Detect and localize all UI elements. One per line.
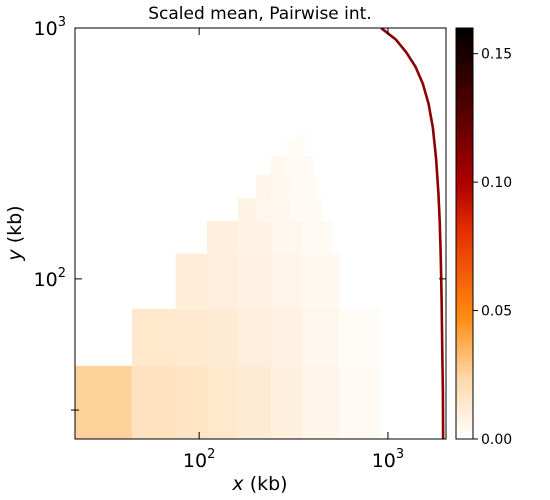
x-axis-ticks: 102 103 bbox=[183, 28, 404, 472]
y-tick-label-base: 10 bbox=[34, 18, 58, 40]
heatmap-cell bbox=[338, 365, 380, 439]
heatmap-cell bbox=[237, 198, 257, 222]
heatmap-cell bbox=[175, 253, 208, 310]
heatmap-cell bbox=[255, 198, 290, 222]
heatmap-cell bbox=[237, 308, 272, 367]
y-tick-label-base: 10 bbox=[34, 269, 58, 291]
x-tick-label: 103 bbox=[372, 447, 404, 472]
heatmap-cell bbox=[75, 365, 133, 439]
heatmap-cell bbox=[270, 155, 287, 176]
heatmap-cell bbox=[301, 365, 340, 439]
heatmap-cell bbox=[301, 253, 340, 310]
heatmap-cell bbox=[237, 221, 272, 255]
heatmap-cell bbox=[270, 365, 303, 439]
heatmap-cell bbox=[270, 253, 303, 310]
heatmap-cell bbox=[131, 365, 177, 439]
heatmap-cell bbox=[297, 130, 310, 140]
heatmap-cell bbox=[206, 308, 239, 367]
colorbar-tick-label: 0.05 bbox=[481, 304, 512, 320]
heatmap-cell bbox=[289, 198, 323, 222]
heatmap-cell bbox=[237, 253, 272, 310]
y-tick-label: 103 bbox=[34, 15, 66, 40]
colorbar-tick-label: 0.15 bbox=[481, 47, 512, 63]
heatmap-cell bbox=[131, 308, 177, 367]
y-axis-label-var: y bbox=[4, 249, 26, 262]
y-tick-label: 102 bbox=[34, 266, 66, 291]
x-tick-label-exp: 3 bbox=[396, 447, 404, 462]
heatmap-cell bbox=[206, 253, 239, 310]
heatmap-cells bbox=[75, 130, 380, 439]
heatmap-cell bbox=[206, 365, 239, 439]
heatmap-cell bbox=[286, 155, 314, 176]
x-tick-label-base: 10 bbox=[372, 450, 396, 472]
y-tick-label-exp: 2 bbox=[58, 266, 66, 281]
x-axis-label: x (kb) bbox=[231, 473, 287, 495]
heatmap-cell bbox=[270, 174, 296, 199]
colorbar bbox=[455, 27, 474, 440]
x-tick-label-base: 10 bbox=[183, 450, 207, 472]
chart-title: Scaled mean, Pairwise int. bbox=[148, 4, 371, 24]
heatmap-cell bbox=[270, 221, 303, 255]
colorbar-tick-label: 0.10 bbox=[481, 175, 512, 191]
y-axis-label: y (kb) bbox=[4, 205, 26, 261]
y-tick-label-exp: 3 bbox=[58, 15, 66, 30]
x-axis-label-var: x bbox=[231, 473, 244, 495]
heatmap-cell bbox=[175, 365, 208, 439]
heatmap-cell bbox=[175, 308, 208, 367]
plot-frame bbox=[74, 27, 447, 440]
x-tick-label-exp: 2 bbox=[207, 447, 215, 462]
heatmap-cell bbox=[237, 365, 272, 439]
heatmap-cell bbox=[255, 174, 272, 199]
heatmap-cell bbox=[286, 139, 305, 157]
heatmap-cell bbox=[294, 174, 318, 199]
heatmap-cell bbox=[270, 308, 303, 367]
heatmap-cell bbox=[301, 221, 332, 255]
x-axis-label-unit: (kb) bbox=[244, 473, 288, 495]
colorbar-ticks: 0.00 0.05 0.10 0.15 bbox=[473, 47, 512, 448]
boundary-line-group bbox=[380, 28, 445, 439]
colorbar-tick-label: 0.00 bbox=[481, 432, 512, 448]
heatmap-cell bbox=[338, 308, 380, 367]
boundary-line bbox=[380, 28, 445, 439]
x-tick-label: 102 bbox=[183, 447, 215, 472]
heatmap-cell bbox=[206, 221, 239, 255]
y-axis-label-unit: (kb) bbox=[4, 205, 26, 249]
heatmap-cell bbox=[301, 308, 340, 367]
